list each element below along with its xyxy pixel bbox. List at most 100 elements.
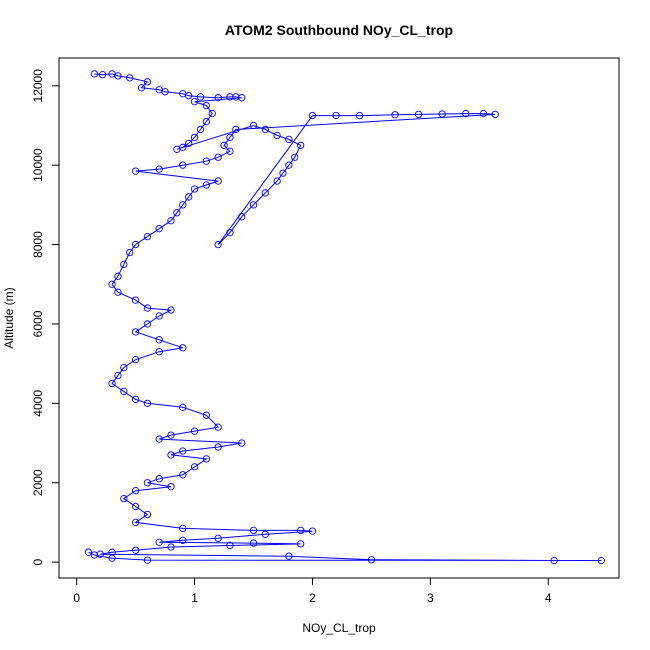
data-point bbox=[196, 93, 205, 101]
data-point bbox=[131, 487, 140, 495]
data-point bbox=[249, 526, 258, 535]
y-tick-label: 8000 bbox=[31, 231, 45, 258]
y-tick-label: 0 bbox=[31, 558, 45, 565]
data-point bbox=[98, 71, 107, 79]
data-point bbox=[131, 296, 140, 304]
y-axis-label: Altitude (m) bbox=[2, 287, 16, 348]
data-point bbox=[143, 320, 152, 328]
data-point bbox=[143, 78, 152, 86]
data-point bbox=[173, 209, 181, 217]
data-point bbox=[226, 229, 234, 237]
data-point bbox=[179, 447, 187, 455]
data-point bbox=[273, 131, 281, 140]
data-point bbox=[155, 475, 163, 483]
data-point bbox=[161, 88, 169, 96]
data-point bbox=[391, 111, 399, 119]
data-point bbox=[167, 217, 175, 225]
data-point bbox=[332, 111, 340, 120]
data-point bbox=[179, 201, 187, 209]
data-point bbox=[196, 125, 205, 134]
data-point bbox=[179, 536, 187, 544]
data-point bbox=[90, 70, 99, 78]
data-point bbox=[285, 161, 293, 169]
y-axis: 0 2000 4000 6000 8000 10000 12000 bbox=[31, 69, 60, 565]
data-point bbox=[126, 248, 134, 257]
data-point bbox=[249, 121, 258, 130]
data-point bbox=[179, 344, 187, 352]
data-point bbox=[261, 125, 269, 134]
data-point bbox=[550, 556, 558, 565]
data-point bbox=[202, 117, 211, 126]
data-point bbox=[155, 165, 163, 173]
x-tick-label: 3 bbox=[427, 591, 434, 605]
data-point bbox=[155, 336, 163, 344]
data-point bbox=[143, 399, 152, 407]
data-point bbox=[173, 145, 181, 153]
data-point bbox=[202, 411, 211, 419]
data-point bbox=[179, 161, 187, 169]
data-point bbox=[143, 304, 152, 312]
data-point bbox=[202, 181, 211, 189]
data-point bbox=[297, 141, 305, 149]
data-point bbox=[143, 232, 152, 241]
data-point bbox=[126, 74, 134, 82]
data-point bbox=[249, 201, 258, 209]
data-point bbox=[297, 540, 305, 548]
data-point bbox=[155, 225, 163, 233]
data-point bbox=[167, 483, 175, 491]
data-point bbox=[238, 94, 246, 102]
data-point bbox=[202, 101, 211, 110]
data-point bbox=[137, 84, 146, 92]
data-point bbox=[438, 110, 446, 118]
data-point bbox=[190, 98, 199, 106]
data-point bbox=[355, 111, 364, 120]
data-series bbox=[84, 70, 605, 565]
data-point bbox=[120, 494, 128, 503]
data-point bbox=[214, 240, 222, 249]
data-point bbox=[238, 213, 246, 221]
data-point bbox=[190, 463, 199, 471]
y-tick-label: 2000 bbox=[31, 469, 45, 496]
data-point bbox=[179, 403, 187, 411]
data-point bbox=[491, 110, 499, 119]
data-point bbox=[214, 94, 222, 102]
y-tick-label: 4000 bbox=[31, 390, 45, 417]
y-tick-label: 6000 bbox=[31, 310, 45, 337]
data-point bbox=[214, 423, 222, 431]
data-point bbox=[143, 556, 152, 564]
data-point bbox=[232, 125, 240, 134]
data-point bbox=[202, 455, 211, 463]
data-point bbox=[261, 189, 269, 197]
data-point bbox=[190, 133, 199, 142]
data-point bbox=[190, 427, 199, 435]
data-point bbox=[114, 288, 122, 296]
data-point bbox=[114, 72, 122, 80]
data-point bbox=[479, 109, 488, 118]
data-point bbox=[185, 193, 193, 201]
data-point bbox=[238, 439, 246, 447]
data-point bbox=[226, 133, 234, 142]
data-point bbox=[131, 518, 140, 527]
data-point bbox=[131, 240, 140, 249]
series-line bbox=[88, 73, 602, 561]
data-point bbox=[131, 502, 140, 511]
data-point bbox=[155, 435, 163, 443]
data-point bbox=[131, 356, 140, 364]
data-point bbox=[108, 379, 116, 388]
data-point bbox=[114, 371, 122, 380]
data-point bbox=[202, 157, 211, 165]
data-point bbox=[249, 539, 258, 547]
data-point bbox=[131, 546, 140, 554]
data-point bbox=[108, 554, 116, 562]
data-point bbox=[226, 147, 234, 155]
data-point bbox=[155, 312, 163, 320]
y-tick-label: 10000 bbox=[31, 148, 45, 182]
data-point bbox=[214, 153, 222, 161]
data-point bbox=[279, 169, 287, 177]
x-axis: 0 1 2 3 4 bbox=[73, 577, 552, 605]
data-point bbox=[185, 139, 193, 147]
data-point bbox=[214, 534, 222, 542]
data-point bbox=[167, 543, 175, 551]
data-point bbox=[285, 552, 293, 560]
data-point bbox=[208, 109, 216, 118]
